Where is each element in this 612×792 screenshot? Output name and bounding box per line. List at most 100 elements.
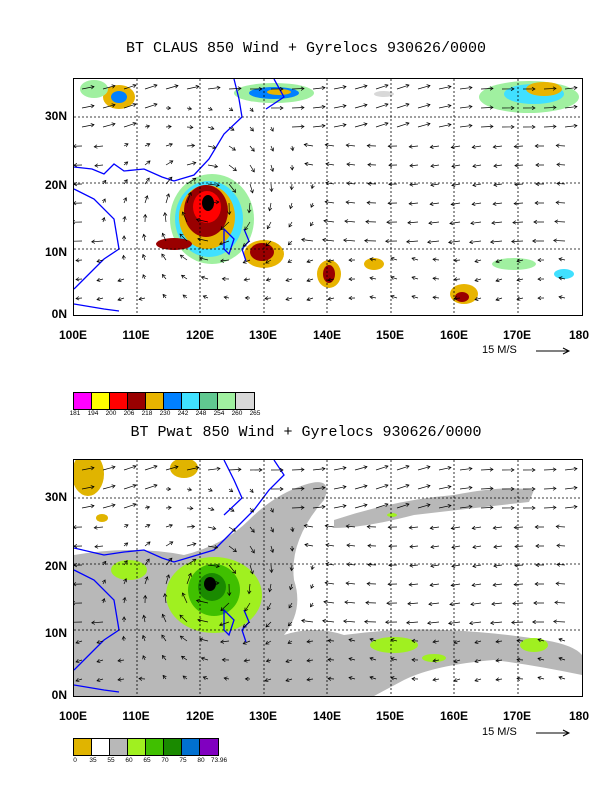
wind-vector-head bbox=[495, 639, 500, 644]
wind-vector bbox=[138, 297, 146, 300]
wind-vector bbox=[558, 258, 566, 261]
wind-vector-head bbox=[300, 105, 305, 110]
wind-vector-head bbox=[269, 127, 274, 132]
wind-vector-head bbox=[327, 296, 332, 301]
wind-vector bbox=[495, 678, 503, 681]
wind-vector-head bbox=[512, 601, 517, 606]
wind-vector bbox=[270, 126, 274, 132]
wind-vector-head bbox=[342, 104, 347, 109]
wind-vector-head bbox=[554, 219, 559, 224]
wind-vector-head bbox=[450, 525, 455, 531]
wind-vector-head bbox=[247, 209, 252, 214]
wind-vector bbox=[165, 143, 173, 147]
wind-vector-head bbox=[552, 486, 557, 491]
wind-vector-head bbox=[132, 121, 137, 126]
wind-vector bbox=[207, 507, 214, 511]
wind-vector-head bbox=[453, 258, 458, 263]
wind-vector-head bbox=[289, 567, 294, 572]
wind-vector-head bbox=[249, 107, 254, 112]
wind-vector bbox=[343, 620, 356, 623]
wind-vector-head bbox=[426, 122, 431, 127]
panel2-lon-120e: 120E bbox=[185, 709, 215, 723]
wind-vector-head bbox=[510, 505, 515, 511]
wind-vector-head bbox=[124, 161, 129, 166]
wind-vector bbox=[369, 638, 377, 642]
panel2-lon-130e: 130E bbox=[248, 709, 278, 723]
panel1-colorbar-swatch bbox=[182, 393, 200, 409]
wind-vector-head bbox=[553, 619, 557, 624]
panel2-colorbar-label: 55 bbox=[107, 757, 115, 764]
wind-vector-head bbox=[153, 483, 158, 488]
wind-vector bbox=[306, 659, 314, 662]
wind-vector bbox=[323, 220, 335, 223]
wind-vector-head bbox=[387, 144, 392, 149]
wind-vector bbox=[219, 621, 230, 626]
wind-vector-head bbox=[93, 144, 98, 149]
wind-vector-head bbox=[138, 676, 143, 681]
wind-vector-head bbox=[388, 563, 393, 568]
wind-vector bbox=[269, 202, 272, 211]
wind-vector-head bbox=[364, 238, 368, 243]
wind-vector-head bbox=[327, 277, 332, 282]
wind-vector-head bbox=[251, 549, 255, 554]
wind-vector-head bbox=[123, 560, 128, 565]
wind-vector-head bbox=[448, 621, 453, 626]
wind-vector bbox=[228, 126, 235, 131]
wind-vector bbox=[312, 106, 326, 109]
wind-vector bbox=[537, 677, 545, 680]
wind-vector-head bbox=[216, 85, 221, 90]
wind-vector-head bbox=[430, 163, 435, 168]
wind-vector-head bbox=[91, 620, 96, 625]
wind-vector-head bbox=[472, 163, 477, 169]
wind-vector bbox=[432, 258, 440, 261]
wind-vector-head bbox=[242, 623, 247, 628]
wind-vector bbox=[207, 526, 216, 530]
wind-vector-head bbox=[161, 634, 166, 639]
wind-vector bbox=[469, 621, 482, 624]
panel1-colorbar-label: 194 bbox=[87, 410, 99, 417]
wind-vector bbox=[556, 183, 566, 185]
wind-vector bbox=[375, 503, 389, 509]
wind-vector-head bbox=[250, 528, 255, 533]
wind-vector bbox=[480, 488, 494, 490]
panel2-colorbar-labels: 0 35 55 60 65 70 75 80 73.96 bbox=[66, 757, 228, 764]
wind-vector-head bbox=[325, 181, 330, 186]
wind-vector-head bbox=[510, 467, 515, 473]
wind-vector bbox=[75, 259, 83, 261]
wind-vector-head bbox=[432, 276, 437, 281]
wind-vector-head bbox=[553, 238, 557, 243]
wind-vector-head bbox=[327, 638, 332, 643]
wind-vector bbox=[312, 125, 326, 128]
wind-vector bbox=[291, 526, 294, 532]
wind-vector-head bbox=[474, 677, 479, 683]
wind-vector bbox=[244, 221, 251, 231]
wind-vector bbox=[448, 240, 461, 243]
wind-vector bbox=[224, 677, 230, 680]
wind-vector bbox=[451, 183, 461, 186]
wind-vector-head bbox=[532, 238, 536, 244]
wind-vector-head bbox=[153, 83, 158, 88]
wind-vector bbox=[472, 564, 482, 567]
wind-vector-head bbox=[90, 123, 95, 128]
wind-vector bbox=[291, 145, 294, 151]
wind-vector bbox=[432, 678, 440, 681]
wind-vector bbox=[333, 467, 347, 471]
wind-vector bbox=[564, 106, 578, 109]
wind-vector bbox=[390, 276, 398, 280]
wind-vector bbox=[123, 255, 125, 261]
wind-vector bbox=[493, 202, 503, 205]
wind-vector bbox=[406, 240, 419, 243]
wind-vector-head bbox=[558, 637, 563, 642]
wind-vector-head bbox=[510, 124, 515, 130]
wind-vector-head bbox=[468, 504, 473, 509]
wind-vector-head bbox=[453, 296, 458, 301]
panel2-colorbar-swatch bbox=[182, 739, 200, 755]
wind-vector-head bbox=[489, 86, 494, 91]
wind-vector bbox=[451, 526, 461, 529]
wind-vector bbox=[516, 659, 524, 661]
wind-vector bbox=[459, 506, 473, 509]
wind-vector-head bbox=[411, 295, 416, 300]
wind-vector bbox=[311, 564, 314, 570]
wind-vector bbox=[514, 545, 524, 547]
wind-vector bbox=[346, 525, 356, 528]
